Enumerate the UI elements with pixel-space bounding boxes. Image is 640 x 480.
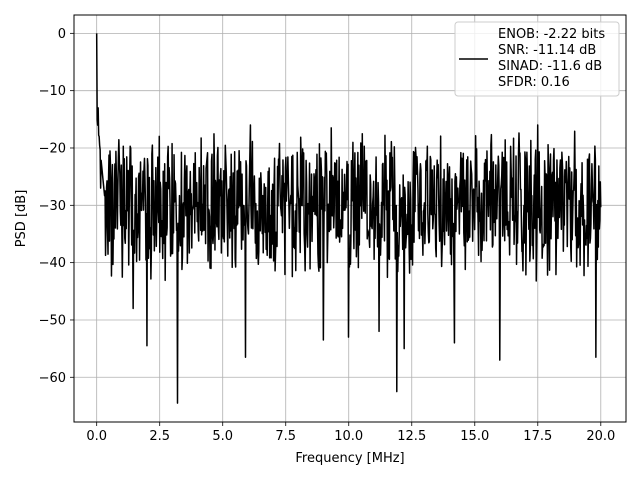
x-tick-label: 15.0: [460, 429, 489, 444]
x-axis: 0.0 2.5 5.0 7.5 10.0 12.5 15.0 17.5 20.0: [86, 422, 615, 444]
legend-snr: SNR: -11.14 dB: [498, 43, 596, 58]
y-axis: 0 −10 −20 −30 −40 −50 −60: [39, 27, 74, 386]
x-tick-label: 5.0: [212, 429, 233, 444]
legend-sfdr: SFDR: 0.16: [498, 75, 570, 90]
y-tick-label: −10: [39, 84, 66, 99]
x-axis-label: Frequency [MHz]: [295, 451, 404, 466]
y-tick-label: −60: [39, 371, 66, 386]
y-tick-label: −20: [39, 141, 66, 156]
legend-enob: ENOB: -2.22 bits: [498, 27, 605, 42]
legend-sinad: SINAD: -11.6 dB: [498, 59, 602, 74]
legend-box: [454, 21, 620, 97]
x-tick-label: 17.5: [523, 429, 552, 444]
psd-series-line: [95, 33, 602, 404]
x-tick-label: 7.5: [275, 429, 296, 444]
y-tick-label: −40: [39, 256, 66, 271]
axes-frame: [73, 14, 627, 423]
y-tick-label: −50: [39, 313, 66, 328]
x-tick-label: 20.0: [586, 429, 615, 444]
x-tick-label: 10.0: [334, 429, 363, 444]
x-tick-label: 12.5: [397, 429, 426, 444]
series-layer: [95, 33, 602, 404]
legend: ENOB: -2.22 bits SNR: -11.14 dB SINAD: -…: [454, 21, 620, 97]
x-tick-label: 2.5: [149, 429, 170, 444]
y-tick-label: 0: [58, 27, 66, 42]
y-tick-label: −30: [39, 199, 66, 214]
y-axis-label: PSD [dB]: [14, 190, 29, 248]
x-tick-label: 0.0: [86, 429, 107, 444]
